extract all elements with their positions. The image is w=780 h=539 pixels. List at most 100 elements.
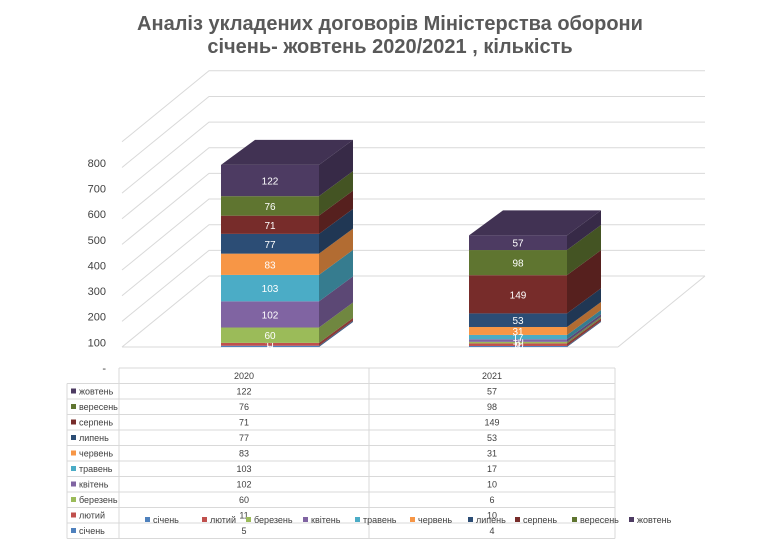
table-cell: 60: [239, 495, 249, 505]
bar-segment-front: [221, 253, 319, 275]
data-label: 102: [262, 310, 279, 321]
legend-label: січень: [153, 515, 179, 525]
bar-segment-front: [221, 301, 319, 328]
bar-segment: 149: [469, 250, 601, 314]
y-tick-label: -: [102, 363, 106, 375]
table-cell: 57: [487, 387, 497, 397]
bar-segment: 31: [469, 301, 601, 338]
bar-segment: 60: [221, 302, 353, 343]
table-row-label: жовтень: [79, 387, 114, 397]
table-row: липень 77 53: [67, 429, 615, 443]
legend-label: серпень: [523, 515, 557, 525]
table-header: 2021: [482, 371, 502, 381]
table-row-label: серпень: [79, 418, 113, 428]
legend-swatch: [468, 517, 473, 522]
data-label: 5: [267, 342, 273, 353]
table-legend-key: [71, 528, 76, 533]
bar-segment-side: [319, 249, 353, 302]
y-tick-label: 200: [88, 312, 106, 324]
table-row: травень 103 17: [67, 460, 615, 474]
data-label: 17: [512, 333, 524, 344]
bar-segment-front: [221, 196, 319, 216]
y-tick-label: 600: [88, 209, 106, 221]
legend-label: жовтень: [637, 515, 672, 525]
bar-segment-front: [469, 334, 567, 340]
table-legend-key: [71, 512, 76, 518]
table-row-label: липень: [79, 433, 109, 443]
bar-segment-front: [469, 339, 567, 342]
legend-swatch: [355, 517, 360, 522]
table-cell: 10: [487, 480, 497, 490]
y-tick-label: 300: [88, 286, 106, 298]
data-label: 4: [515, 342, 521, 353]
table-legend-key: [71, 419, 76, 425]
gridline: [121, 70, 705, 143]
bar-segment: 6: [469, 316, 601, 350]
data-label: 10: [512, 337, 524, 348]
bar-segment-front: [221, 274, 319, 302]
data-label: 6: [515, 339, 521, 350]
legend-label: липень: [476, 515, 506, 525]
chart-title-line1: Аналіз укладених договорів Міністерства …: [137, 13, 643, 35]
table-cell: 102: [236, 480, 251, 490]
bar-segment: 10: [469, 318, 601, 352]
bar-segment-side: [567, 314, 601, 342]
legend-item: квітень: [303, 515, 341, 525]
table-cell: 103: [236, 464, 251, 474]
bar-top-face: [469, 210, 601, 236]
legend-label: вересень: [580, 515, 619, 525]
table-cell: 83: [239, 449, 249, 459]
bar-segment-side: [567, 250, 601, 314]
data-label: 31: [512, 327, 524, 338]
legend-item: лютий: [202, 515, 236, 525]
bar-segment-front: [469, 343, 567, 346]
data-label: 53: [512, 316, 524, 327]
bar-segment-front: [221, 327, 319, 343]
bar-segment-side: [319, 302, 353, 343]
data-label: 71: [264, 221, 276, 232]
bar-segment: 57: [469, 210, 601, 251]
table-cell: 4: [489, 526, 494, 536]
bar-segment-front: [221, 164, 319, 197]
table-legend-key: [71, 497, 76, 502]
bar-segment-front: [221, 342, 319, 346]
bar-segment: 98: [469, 225, 601, 276]
legend-item: травень: [355, 515, 397, 525]
table-cell: 77: [239, 433, 249, 443]
bar-segment-front: [221, 215, 319, 234]
data-label: 76: [264, 202, 276, 213]
table-legend-key: [71, 435, 76, 440]
y-axis: - 100 200 300 400 500 600 700 800: [88, 158, 107, 375]
legend-item: січень: [145, 515, 179, 525]
table-cell: 53: [487, 433, 497, 443]
table-row: квітень 102 10: [67, 476, 615, 490]
bar-segment-side: [567, 210, 601, 251]
table-cell: 6: [489, 495, 494, 505]
table-cell: 122: [236, 387, 251, 397]
data-label: 11: [265, 340, 276, 351]
gridline: [121, 172, 705, 245]
bar-segment-side: [319, 208, 353, 254]
table-row-label: червень: [79, 449, 113, 459]
bar-segment-front: [221, 233, 319, 254]
table-row-label: лютий: [79, 511, 105, 521]
table-row-label: березень: [79, 495, 118, 505]
data-label: 98: [512, 259, 524, 270]
data-label: 10: [512, 341, 524, 352]
legend-item: жовтень: [629, 515, 672, 525]
bar-segment: 53: [469, 288, 601, 327]
bar-segment: 77: [221, 208, 353, 254]
table-legend-key: [71, 388, 76, 394]
legend-item: березень: [246, 515, 293, 525]
bar-segment-front: [469, 235, 567, 251]
table-cell: 71: [239, 418, 249, 428]
bar-segment: 102: [221, 276, 353, 328]
gridline: [121, 147, 705, 220]
data-label: 60: [264, 331, 276, 342]
legend: січень лютий березень квітень травень червень…: [145, 515, 672, 525]
bar-segment-side: [567, 320, 601, 347]
table-cell: 11: [239, 511, 248, 521]
table-row: лютий 11 10: [67, 507, 615, 521]
